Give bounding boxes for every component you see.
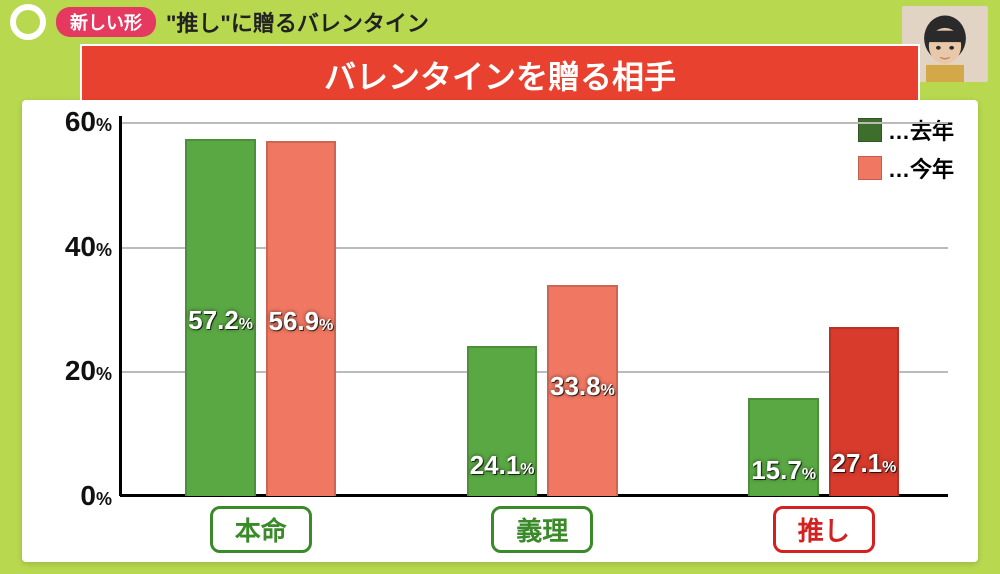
bar: 33.8% <box>547 285 617 496</box>
bar-value-label: 57.2% <box>188 305 253 336</box>
category-label: 本命 <box>210 506 312 553</box>
y-axis <box>119 116 122 496</box>
header-tag: 新しい形 <box>56 7 156 37</box>
bar-value-label: 56.9% <box>268 306 333 337</box>
header-subtitle: "推し"に贈るバレンタイン <box>166 6 429 38</box>
chart-container: …去年…今年 0%20%40%60%57.2%56.9%本命24.1%33.8%… <box>22 100 978 562</box>
grid-line <box>120 122 948 124</box>
logo-circle-icon <box>10 4 46 40</box>
bar: 24.1% <box>467 346 537 496</box>
chart-title-bar: バレンタインを贈る相手 株式会社明治調べ <box>80 44 920 106</box>
category-label: 推し <box>773 506 875 553</box>
header-bar: 新しい形 "推し"に贈るバレンタイン <box>0 0 1000 40</box>
category-label: 義理 <box>491 506 593 553</box>
y-axis-label: 60% <box>65 106 120 138</box>
y-axis-label: 20% <box>65 355 120 387</box>
plot-area: 0%20%40%60%57.2%56.9%本命24.1%33.8%義理15.7%… <box>120 122 948 496</box>
chart-title-text: バレンタインを贈る相手 <box>324 59 676 95</box>
bar-value-label: 33.8% <box>550 371 615 402</box>
y-axis-label: 40% <box>65 231 120 263</box>
bar: 27.1% <box>829 327 899 496</box>
bar-value-label: 27.1% <box>832 448 897 479</box>
bar-value-label: 15.7% <box>751 455 816 486</box>
bar-value-label: 24.1% <box>470 450 535 481</box>
bar: 57.2% <box>185 139 255 496</box>
bar: 15.7% <box>748 398 818 496</box>
bar: 56.9% <box>266 141 336 496</box>
y-axis-label: 0% <box>80 480 120 512</box>
